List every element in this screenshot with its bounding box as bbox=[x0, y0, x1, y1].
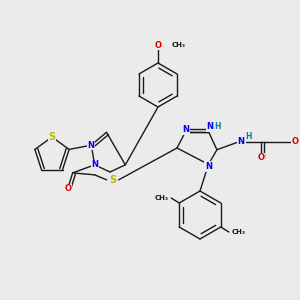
Text: S: S bbox=[109, 175, 116, 185]
Text: N: N bbox=[206, 122, 213, 131]
Text: CH₃: CH₃ bbox=[154, 195, 168, 201]
Text: O: O bbox=[291, 137, 298, 146]
Text: N: N bbox=[237, 137, 244, 146]
Text: S: S bbox=[48, 132, 56, 142]
Text: O: O bbox=[257, 153, 264, 162]
Text: CH₃: CH₃ bbox=[172, 42, 186, 48]
Text: N: N bbox=[88, 141, 95, 150]
Text: H: H bbox=[214, 122, 221, 131]
Text: O: O bbox=[64, 184, 71, 194]
Text: N: N bbox=[205, 162, 212, 171]
Text: CH₃: CH₃ bbox=[232, 229, 246, 235]
Text: O: O bbox=[154, 40, 161, 50]
Text: N: N bbox=[91, 160, 98, 169]
Text: H: H bbox=[246, 132, 252, 141]
Text: N: N bbox=[182, 125, 189, 134]
